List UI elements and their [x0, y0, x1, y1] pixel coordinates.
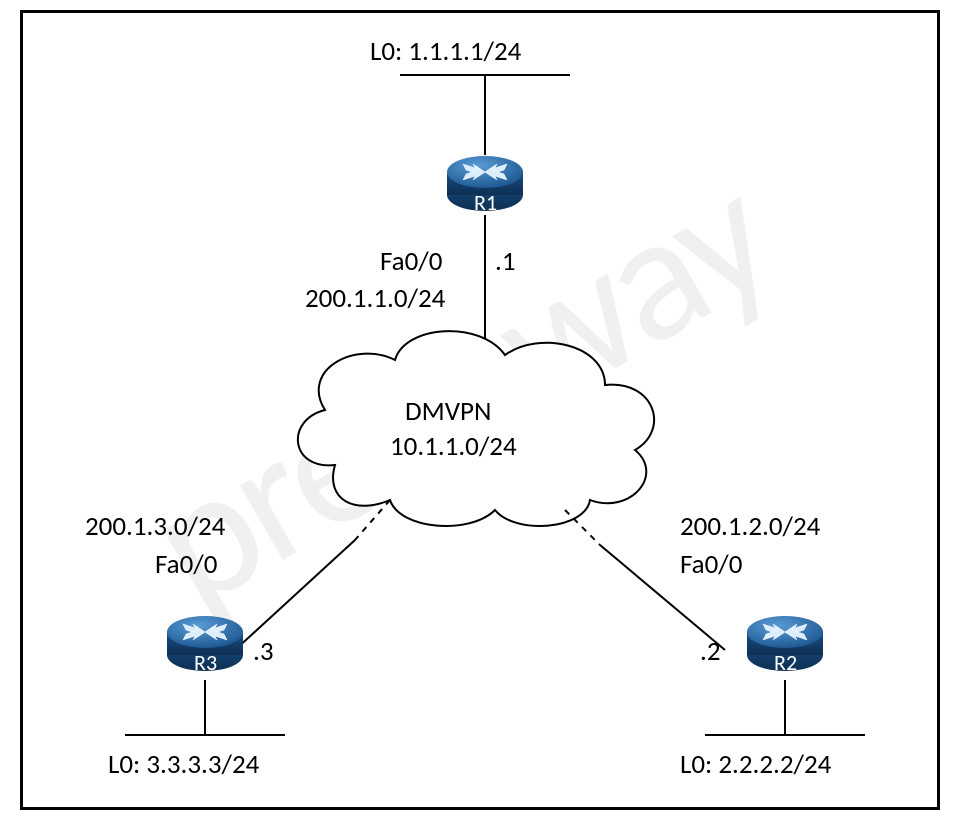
r2-host-label: .2	[700, 635, 721, 668]
r1-loopback-label: L0: 1.1.1.1/24	[370, 35, 521, 68]
cloud-shape	[298, 331, 654, 526]
router-r3-name: R3	[194, 649, 217, 676]
r3-host-label: .3	[253, 635, 274, 668]
r2-loopback-label: L0: 2.2.2.2/24	[680, 748, 831, 781]
r1-interface-label: Fa0/0	[380, 245, 442, 278]
r2-interface-label: Fa0/0	[680, 548, 742, 581]
r3-interface-label: Fa0/0	[155, 548, 217, 581]
r1-subnet-label: 200.1.1.0/24	[305, 282, 445, 315]
r2-subnet-label: 200.1.2.0/24	[680, 510, 820, 543]
r1-host-label: .1	[495, 245, 516, 278]
network-diagram: prepaway	[0, 0, 967, 823]
router-r2-name: R2	[774, 649, 797, 676]
r3-subnet-label: 200.1.3.0/24	[85, 510, 225, 543]
r3-loopback-label: L0: 3.3.3.3/24	[108, 748, 259, 781]
cloud-label-2: 10.1.1.0/24	[390, 430, 517, 463]
router-r1-name: R1	[474, 189, 497, 216]
cloud-label-1: DMVPN	[405, 395, 491, 428]
